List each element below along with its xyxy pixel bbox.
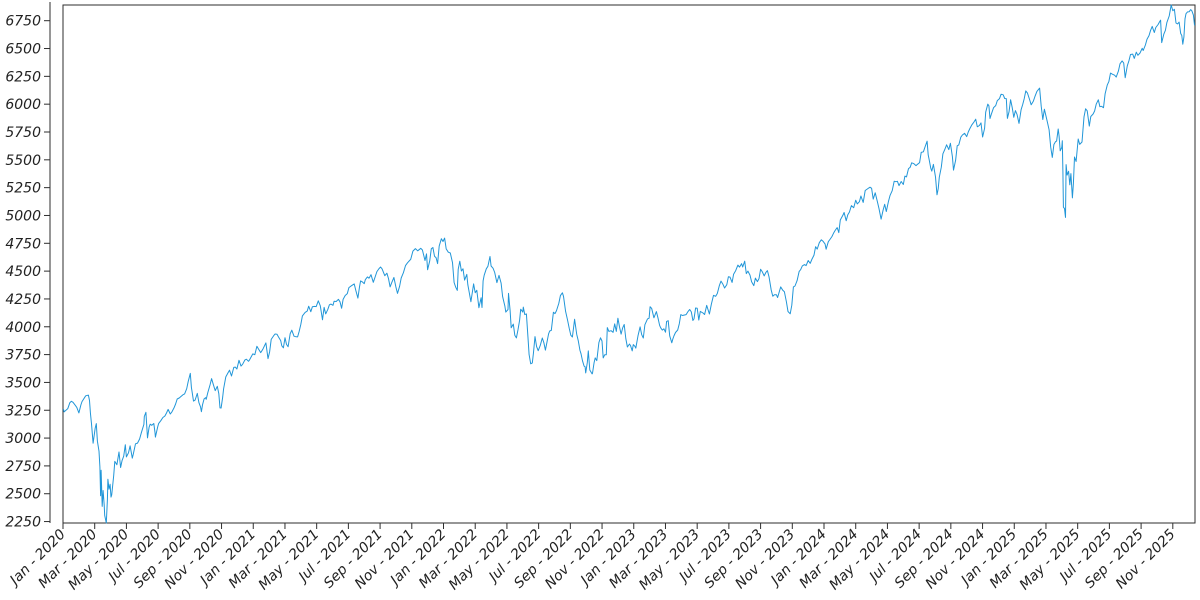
y-axis-tick-label: 5000 [5, 208, 41, 224]
y-axis-tick-label: 4000 [5, 320, 41, 336]
price-line [63, 4, 1195, 524]
y-axis-tick-label: 2750 [5, 459, 41, 475]
y-axis-tick-label: 6000 [5, 97, 41, 113]
y-axis-tick-label: 3250 [5, 403, 41, 419]
y-axis-tick-label: 2500 [5, 487, 41, 503]
plot-border [62, 4, 1196, 524]
y-axis-tick-label: 5250 [5, 181, 41, 197]
y-axis-tick-label: 3000 [5, 431, 41, 447]
y-axis-tick-label: 5500 [5, 153, 41, 169]
y-axis-tick-label: 5750 [5, 125, 41, 141]
y-axis-tick-label: 3500 [5, 375, 41, 391]
y-axis-tick-label: 6250 [5, 69, 41, 85]
y-axis-tick-label: 2250 [5, 515, 41, 531]
y-axis-tick-label: 4250 [5, 292, 41, 308]
y-axis-tick-label: 6500 [5, 42, 41, 58]
y-axis-tick-label: 4500 [5, 264, 41, 280]
y-axis-tick-label: 6750 [5, 14, 41, 30]
y-axis-tick-label: 4750 [5, 236, 41, 252]
y-axis-tick-label: 3750 [5, 348, 41, 364]
